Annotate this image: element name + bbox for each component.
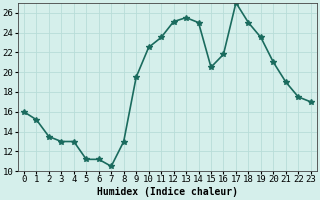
X-axis label: Humidex (Indice chaleur): Humidex (Indice chaleur) — [97, 187, 238, 197]
